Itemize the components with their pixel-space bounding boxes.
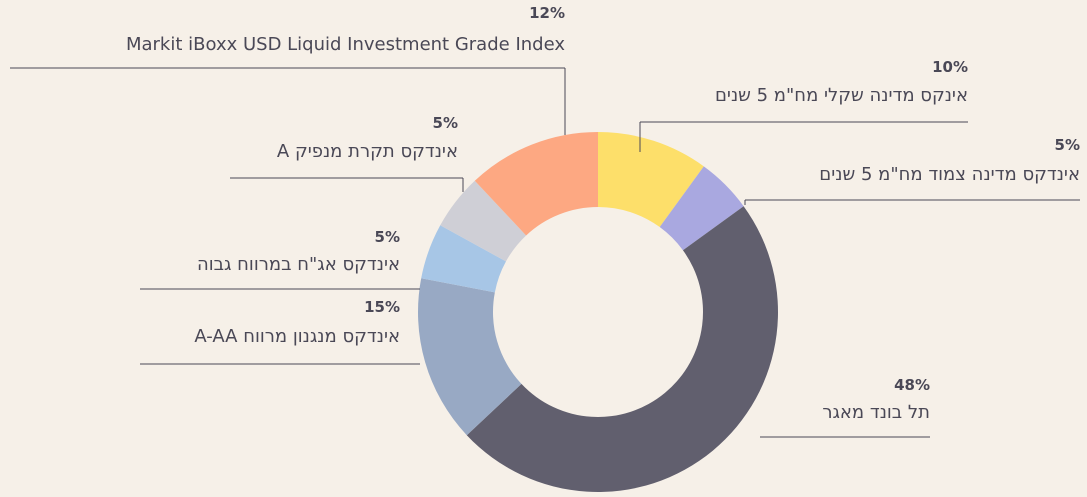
category-label: תל בונד מאגר	[822, 402, 930, 423]
leader-line	[744, 199, 1080, 205]
category-label: אינדקס תקרת מנפיק A	[277, 141, 458, 162]
leader-line	[230, 177, 464, 192]
donut-slice	[421, 225, 506, 293]
value-label: 15%	[364, 298, 400, 316]
category-label: אינדקס מנגנון מרווח A-AA	[194, 326, 400, 347]
category-label: אינקס מדינה שקלי מח"מ 5 שנים	[715, 85, 968, 106]
value-label: 10%	[932, 58, 968, 76]
donut-slice	[659, 166, 744, 251]
donut-slice	[466, 206, 779, 493]
category-label: Markit iBoxx USD Liquid Investment Grade…	[126, 34, 565, 55]
donut-slice	[418, 278, 522, 436]
category-label: אינדקס אג"ח במרווח גבוה	[197, 254, 400, 275]
value-label: 5%	[433, 114, 458, 132]
value-label: 5%	[375, 228, 400, 246]
donut-slice	[598, 132, 704, 228]
leader-line	[639, 121, 968, 152]
donut-slice	[440, 180, 527, 262]
leader-line	[10, 67, 566, 135]
value-label: 12%	[529, 4, 565, 22]
value-label: 48%	[894, 376, 930, 394]
donut-slice	[474, 132, 598, 236]
value-label: 5%	[1055, 136, 1080, 154]
category-label: אינדקס מדינה צמוד מח"מ 5 שנים	[819, 164, 1080, 185]
